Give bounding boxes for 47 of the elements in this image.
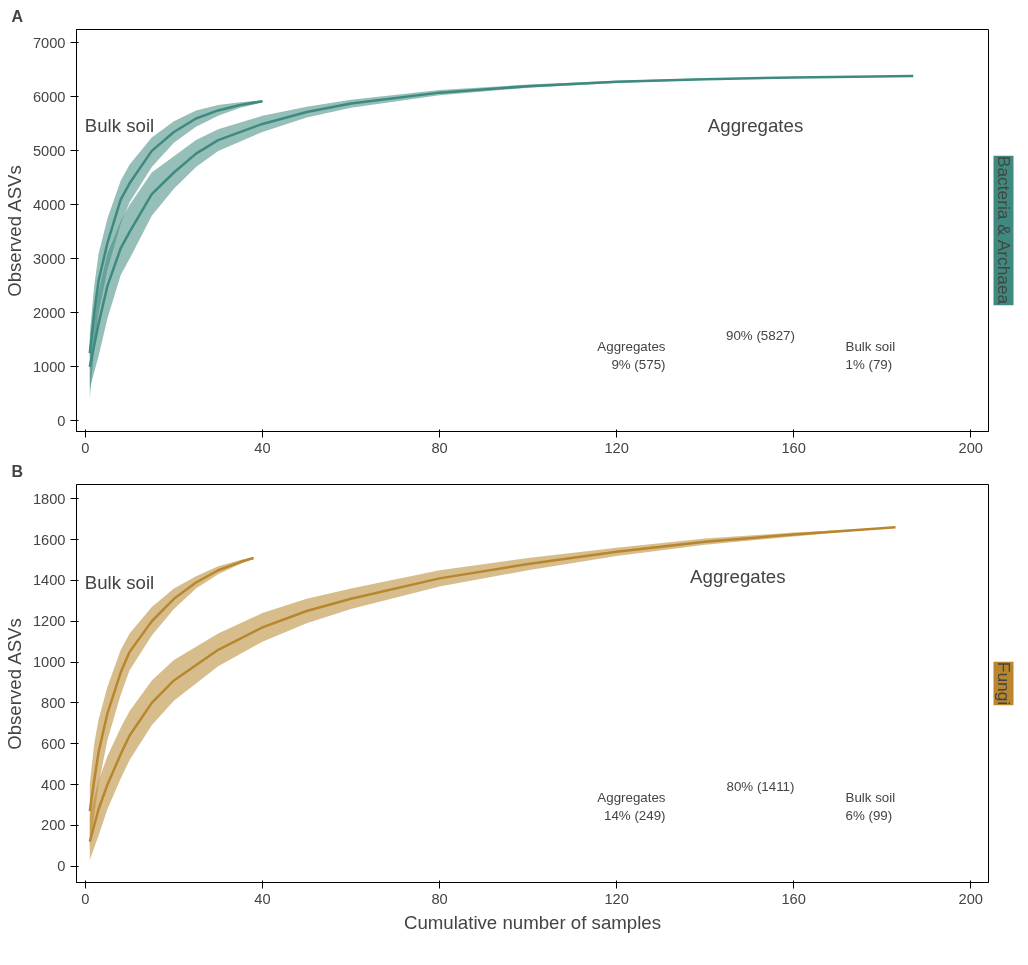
y-axis-title: Observed ASVs	[3, 165, 25, 297]
x-tick-label: 120	[604, 439, 629, 456]
annotation: 90% (5827)	[726, 327, 795, 343]
x-tick-label: 80	[431, 439, 448, 456]
series-label: Bulk soil	[84, 115, 155, 137]
x-tick-label: 40	[254, 439, 271, 456]
annotation: Bulk soil 6% (99)	[845, 790, 896, 824]
text: Bacteria & Archaea	[993, 155, 1014, 305]
x-tick-label: 0	[81, 439, 90, 456]
x-tick-label: 160	[781, 890, 806, 907]
series-label: Aggregates	[707, 114, 804, 136]
y-tick-label: 800	[41, 694, 66, 711]
y-tick-label: 6000	[32, 88, 66, 105]
x-tick-label: 0	[81, 890, 90, 907]
annotation: Bulk soil 1% (79)	[845, 338, 896, 372]
x-tick-label: 200	[958, 439, 984, 456]
x-tick-label: 120	[604, 890, 629, 907]
y-tick-label: 0	[57, 412, 66, 429]
x-tick-label: 160	[781, 439, 806, 456]
y-tick-label: 5000	[32, 142, 66, 159]
annotation: 80% (1411)	[726, 779, 795, 795]
y-tick-label: 1600	[32, 531, 66, 548]
y-tick-label: 200	[41, 817, 66, 834]
chart-title: B	[11, 462, 24, 480]
x-tick-label: 40	[254, 890, 271, 907]
y-tick-label: 0	[57, 858, 66, 875]
annotation: Aggregates 14% (249)	[597, 790, 666, 824]
y-tick-label: 1400	[32, 572, 66, 589]
x-tick-label: 200	[958, 890, 984, 907]
y-tick-label: 1200	[32, 613, 66, 630]
y-tick-label: 1800	[32, 490, 66, 507]
series-label: Bulk soil	[84, 571, 155, 593]
y-tick-label: 1000	[32, 654, 66, 671]
x-tick-label: 80	[431, 890, 448, 907]
annotation: Aggregates 9% (575)	[597, 338, 666, 372]
y-axis-title: Observed ASVs	[3, 618, 25, 750]
y-tick-label: 400	[41, 776, 66, 793]
x-axis-title: Cumulative number of samples	[403, 911, 662, 933]
y-tick-label: 600	[41, 735, 66, 752]
y-tick-label: 7000	[32, 34, 66, 51]
y-tick-label: 4000	[32, 196, 66, 213]
y-tick-label: 1000	[32, 358, 66, 375]
y-tick-label: 2000	[32, 304, 66, 321]
text: Fungi	[993, 661, 1014, 706]
y-tick-label: 3000	[32, 250, 66, 267]
chart-title: A	[11, 7, 24, 25]
series-label: Aggregates	[690, 566, 786, 588]
